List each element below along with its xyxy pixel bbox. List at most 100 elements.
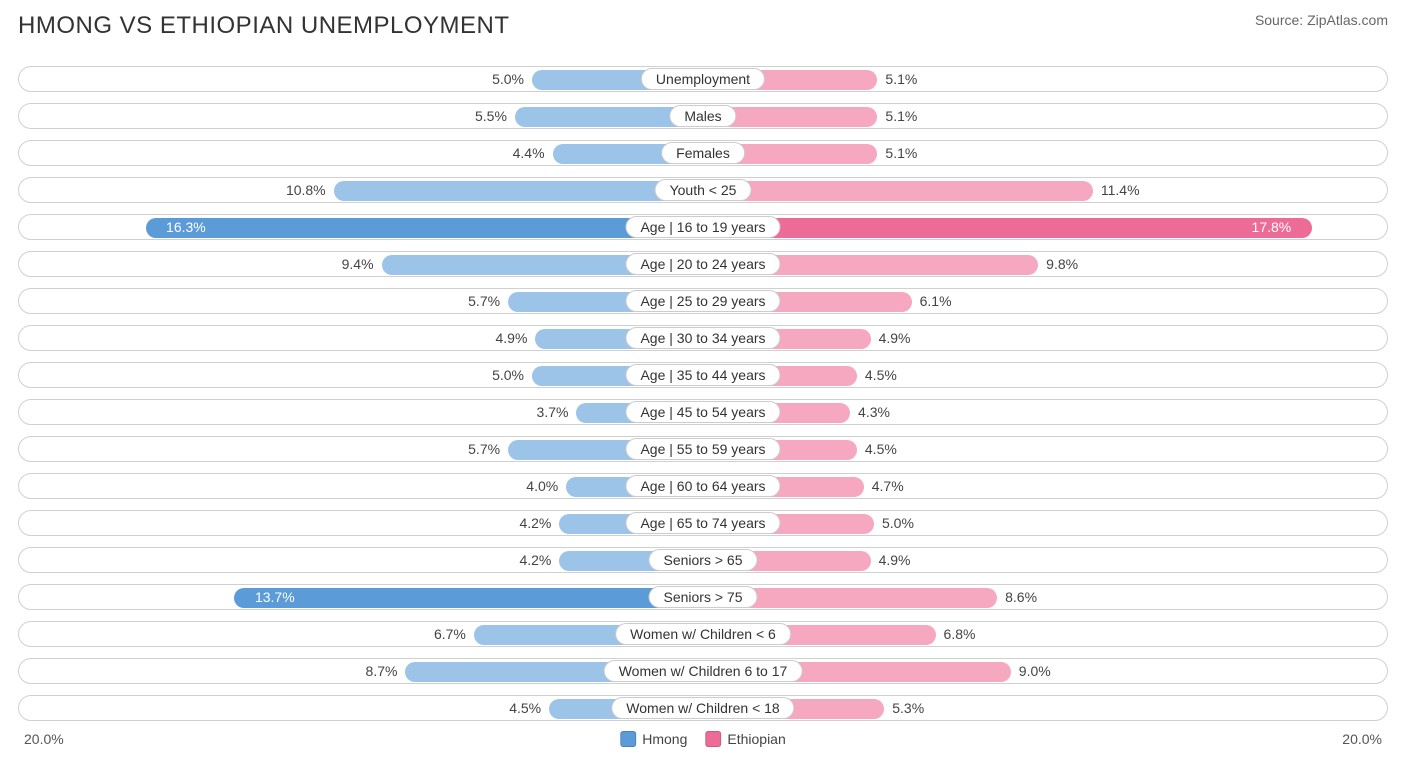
chart-row: 4.0% 4.7% Age | 60 to 64 years [18,469,1388,503]
value-label-left: 4.5% [509,700,541,716]
value-label-left: 5.0% [492,71,524,87]
row-track: 13.7% 8.6% Seniors > 75 [18,584,1388,610]
row-track: 8.7% 9.0% Women w/ Children 6 to 17 [18,658,1388,684]
diverging-bar-chart: 5.0% 5.1% Unemployment 5.5% 5.1% Males 4.4% 5.1… [18,58,1388,725]
value-label-left: 4.2% [519,552,551,568]
bar-left [146,218,703,238]
value-label-right: 5.0% [882,515,914,531]
legend-item-left: Hmong [620,731,687,747]
row-track: 4.5% 5.3% Women w/ Children < 18 [18,695,1388,721]
row-track: 5.5% 5.1% Males [18,103,1388,129]
value-label-right: 4.5% [865,441,897,457]
category-label: Unemployment [641,68,765,90]
value-label-right: 6.8% [944,626,976,642]
category-label: Age | 55 to 59 years [625,438,780,460]
value-label-right: 17.8% [1252,219,1292,235]
value-label-left: 3.7% [537,404,569,420]
value-label-right: 11.4% [1101,182,1140,198]
value-label-left: 4.0% [526,478,558,494]
value-label-left: 5.7% [468,293,500,309]
value-label-left: 5.7% [468,441,500,457]
value-label-left: 5.5% [475,108,507,124]
category-label: Age | 45 to 54 years [625,401,780,423]
value-label-right: 5.1% [885,71,917,87]
chart-row: 4.2% 5.0% Age | 65 to 74 years [18,506,1388,540]
value-label-left: 4.4% [513,145,545,161]
chart-row: 5.5% 5.1% Males [18,99,1388,133]
chart-title: HMONG VS ETHIOPIAN UNEMPLOYMENT [18,12,510,40]
chart-row: 10.8%11.4%Youth < 25 [18,173,1388,207]
row-track: 5.0% 4.5% Age | 35 to 44 years [18,362,1388,388]
value-label-left: 13.7% [255,589,295,605]
category-label: Age | 16 to 19 years [625,216,780,238]
category-label: Age | 65 to 74 years [625,512,780,534]
value-label-right: 9.0% [1019,663,1051,679]
value-label-left: 16.3% [166,219,206,235]
row-track: 3.7% 4.3% Age | 45 to 54 years [18,399,1388,425]
row-track: 4.4% 5.1% Females [18,140,1388,166]
bar-right [703,218,1312,238]
chart-row: 4.2% 4.9% Seniors > 65 [18,543,1388,577]
chart-row: 13.7% 8.6% Seniors > 75 [18,580,1388,614]
value-label-right: 4.7% [872,478,904,494]
value-label-left: 4.2% [519,515,551,531]
category-label: Women w/ Children < 6 [615,623,791,645]
row-track: 5.7% 6.1% Age | 25 to 29 years [18,288,1388,314]
category-label: Age | 25 to 29 years [625,290,780,312]
row-track: 9.4% 9.8% Age | 20 to 24 years [18,251,1388,277]
value-label-left: 6.7% [434,626,466,642]
value-label-right: 5.1% [885,108,917,124]
value-label-left: 5.0% [492,367,524,383]
category-label: Age | 35 to 44 years [625,364,780,386]
chart-row: 3.7% 4.3% Age | 45 to 54 years [18,395,1388,429]
value-label-right: 5.1% [885,145,917,161]
row-track: 10.8%11.4%Youth < 25 [18,177,1388,203]
axis-right-max: 20.0% [1342,731,1382,747]
row-track: 16.3% 17.8% Age | 16 to 19 years [18,214,1388,240]
axis-left-max: 20.0% [24,731,64,747]
value-label-left: 8.7% [366,663,398,679]
row-track: 4.2% 4.9% Seniors > 65 [18,547,1388,573]
value-label-right: 4.5% [865,367,897,383]
chart-row: 16.3% 17.8% Age | 16 to 19 years [18,210,1388,244]
value-label-right: 6.1% [920,293,952,309]
bar-right [703,181,1093,201]
legend-swatch-left [620,731,636,747]
value-label-right: 4.3% [858,404,890,420]
value-label-right: 8.6% [1005,589,1037,605]
legend-label-right: Ethiopian [727,731,785,747]
category-label: Seniors > 65 [649,549,758,571]
row-track: 6.7% 6.8% Women w/ Children < 6 [18,621,1388,647]
category-label: Females [661,142,745,164]
category-label: Age | 60 to 64 years [625,475,780,497]
row-track: 5.0% 5.1% Unemployment [18,66,1388,92]
category-label: Males [669,105,736,127]
category-label: Women w/ Children < 18 [611,697,794,719]
category-label: Women w/ Children 6 to 17 [604,660,803,682]
value-label-left: 9.4% [342,256,374,272]
value-label-right: 4.9% [879,552,911,568]
chart-row: 5.7% 4.5% Age | 55 to 59 years [18,432,1388,466]
chart-row: 4.5% 5.3% Women w/ Children < 18 [18,691,1388,725]
axis-row: 20.0% Hmong Ethiopian 20.0% [18,731,1388,747]
source-attribution: Source: ZipAtlas.com [1255,12,1388,28]
chart-row: 5.0% 5.1% Unemployment [18,62,1388,96]
bar-left [334,181,703,201]
category-label: Seniors > 75 [649,586,758,608]
category-label: Age | 30 to 34 years [625,327,780,349]
chart-row: 5.7% 6.1% Age | 25 to 29 years [18,284,1388,318]
row-track: 4.0% 4.7% Age | 60 to 64 years [18,473,1388,499]
value-label-right: 5.3% [892,700,924,716]
legend-label-left: Hmong [642,731,687,747]
category-label: Youth < 25 [655,179,752,201]
chart-row: 4.4% 5.1% Females [18,136,1388,170]
value-label-right: 9.8% [1046,256,1078,272]
row-track: 4.9%4.9%Age | 30 to 34 years [18,325,1388,351]
chart-row: 9.4% 9.8% Age | 20 to 24 years [18,247,1388,281]
value-label-right: 4.9% [879,330,911,346]
chart-row: 4.9%4.9%Age | 30 to 34 years [18,321,1388,355]
legend-swatch-right [705,731,721,747]
category-label: Age | 20 to 24 years [625,253,780,275]
legend: Hmong Ethiopian [620,731,786,747]
chart-row: 6.7% 6.8% Women w/ Children < 6 [18,617,1388,651]
